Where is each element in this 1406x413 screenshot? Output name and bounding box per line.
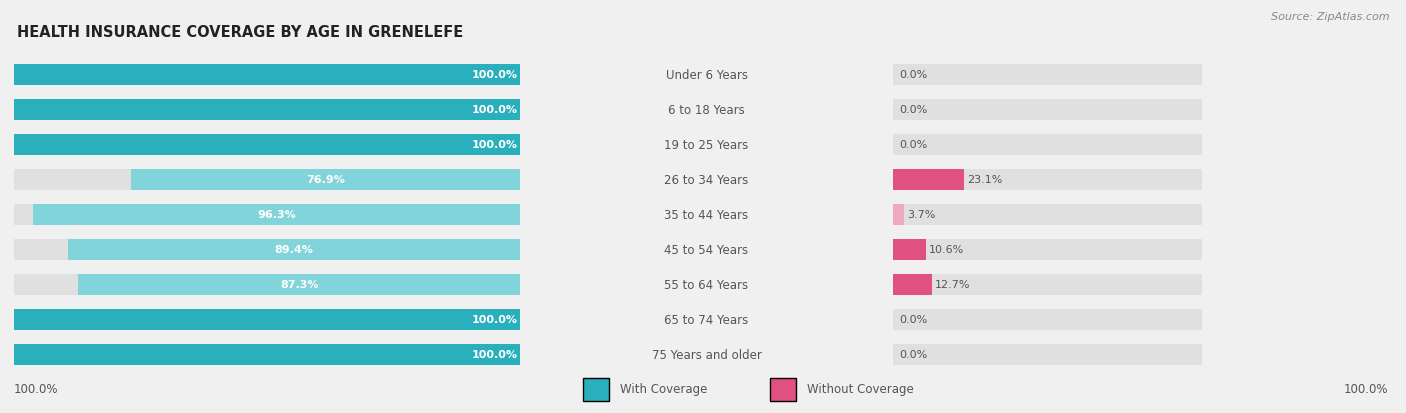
Bar bbox=[14, 100, 520, 121]
Text: 100.0%: 100.0% bbox=[472, 140, 517, 150]
Text: 89.4%: 89.4% bbox=[274, 244, 314, 255]
Bar bbox=[893, 204, 1202, 225]
Text: 76.9%: 76.9% bbox=[307, 175, 344, 185]
Text: 0.0%: 0.0% bbox=[898, 105, 927, 115]
Bar bbox=[14, 204, 520, 225]
Bar bbox=[893, 135, 1202, 155]
Text: 100.0%: 100.0% bbox=[14, 382, 59, 396]
Text: 100.0%: 100.0% bbox=[472, 105, 517, 115]
Text: Without Coverage: Without Coverage bbox=[807, 382, 914, 396]
Text: 65 to 74 Years: 65 to 74 Years bbox=[665, 313, 748, 326]
Bar bbox=[67, 239, 520, 260]
Text: 100.0%: 100.0% bbox=[1343, 382, 1388, 396]
Bar bbox=[14, 344, 520, 365]
Bar bbox=[893, 169, 965, 190]
Bar bbox=[893, 309, 1202, 330]
Text: 75 Years and older: 75 Years and older bbox=[651, 348, 762, 361]
Text: 100.0%: 100.0% bbox=[472, 70, 517, 80]
Bar bbox=[14, 135, 520, 155]
Bar bbox=[893, 274, 1202, 295]
Bar bbox=[893, 239, 925, 260]
Text: 87.3%: 87.3% bbox=[280, 280, 319, 290]
Text: 3.7%: 3.7% bbox=[907, 210, 936, 220]
Bar bbox=[14, 135, 520, 155]
Bar bbox=[14, 344, 520, 365]
Bar bbox=[14, 239, 520, 260]
Text: 6 to 18 Years: 6 to 18 Years bbox=[668, 104, 745, 116]
Text: 0.0%: 0.0% bbox=[898, 314, 927, 324]
Bar bbox=[14, 65, 520, 86]
Text: 100.0%: 100.0% bbox=[472, 314, 517, 324]
Text: 96.3%: 96.3% bbox=[257, 210, 295, 220]
Bar bbox=[893, 65, 1202, 86]
Bar bbox=[14, 309, 520, 330]
Bar bbox=[893, 204, 904, 225]
Text: 45 to 54 Years: 45 to 54 Years bbox=[665, 243, 748, 256]
Text: Under 6 Years: Under 6 Years bbox=[665, 69, 748, 82]
Bar bbox=[893, 239, 1202, 260]
Text: 10.6%: 10.6% bbox=[929, 244, 965, 255]
Bar bbox=[893, 274, 932, 295]
Bar bbox=[14, 100, 520, 121]
Bar bbox=[14, 274, 520, 295]
Text: 0.0%: 0.0% bbox=[898, 140, 927, 150]
Bar bbox=[893, 100, 1202, 121]
Text: 23.1%: 23.1% bbox=[967, 175, 1002, 185]
Text: HEALTH INSURANCE COVERAGE BY AGE IN GRENELEFE: HEALTH INSURANCE COVERAGE BY AGE IN GREN… bbox=[17, 25, 463, 40]
Text: 100.0%: 100.0% bbox=[472, 349, 517, 359]
Bar bbox=[893, 169, 1202, 190]
Text: 0.0%: 0.0% bbox=[898, 70, 927, 80]
Bar bbox=[131, 169, 520, 190]
Text: 19 to 25 Years: 19 to 25 Years bbox=[665, 138, 748, 152]
Bar bbox=[893, 344, 1202, 365]
Bar bbox=[14, 169, 520, 190]
Text: 0.0%: 0.0% bbox=[898, 349, 927, 359]
Text: 35 to 44 Years: 35 to 44 Years bbox=[665, 208, 748, 221]
Text: 26 to 34 Years: 26 to 34 Years bbox=[665, 173, 748, 186]
Bar bbox=[14, 309, 520, 330]
Bar bbox=[32, 204, 520, 225]
Bar bbox=[14, 65, 520, 86]
Text: With Coverage: With Coverage bbox=[620, 382, 707, 396]
Text: 55 to 64 Years: 55 to 64 Years bbox=[665, 278, 748, 291]
Text: 12.7%: 12.7% bbox=[935, 280, 970, 290]
Bar bbox=[79, 274, 520, 295]
Text: Source: ZipAtlas.com: Source: ZipAtlas.com bbox=[1271, 12, 1389, 22]
